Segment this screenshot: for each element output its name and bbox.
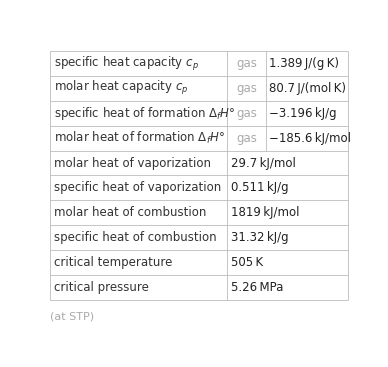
Text: gas: gas xyxy=(236,132,257,145)
Text: gas: gas xyxy=(236,82,257,95)
Text: specific heat capacity $c_p$: specific heat capacity $c_p$ xyxy=(54,55,199,73)
Text: 5.26 MPa: 5.26 MPa xyxy=(231,281,283,294)
Text: 1.389 J/(g K): 1.389 J/(g K) xyxy=(269,57,340,70)
Text: −185.6 kJ/mol: −185.6 kJ/mol xyxy=(269,132,352,145)
Text: −3.196 kJ/g: −3.196 kJ/g xyxy=(269,107,337,120)
Text: 0.511 kJ/g: 0.511 kJ/g xyxy=(231,181,288,195)
Text: critical pressure: critical pressure xyxy=(54,281,149,294)
Text: specific heat of formation $\Delta_f H°$: specific heat of formation $\Delta_f H°$ xyxy=(54,105,235,122)
Text: gas: gas xyxy=(236,107,257,120)
Text: molar heat capacity $c_p$: molar heat capacity $c_p$ xyxy=(54,79,188,97)
Text: 80.7 J/(mol K): 80.7 J/(mol K) xyxy=(269,82,346,95)
Text: gas: gas xyxy=(236,57,257,70)
Text: 1819 kJ/mol: 1819 kJ/mol xyxy=(231,206,299,219)
Text: (at STP): (at STP) xyxy=(50,311,94,321)
Text: 29.7 kJ/mol: 29.7 kJ/mol xyxy=(231,156,296,170)
Text: 505 K: 505 K xyxy=(231,256,263,269)
Text: critical temperature: critical temperature xyxy=(54,256,172,269)
Text: molar heat of formation $\Delta_f H°$: molar heat of formation $\Delta_f H°$ xyxy=(54,130,225,146)
Text: molar heat of combustion: molar heat of combustion xyxy=(54,206,206,219)
Text: 31.32 kJ/g: 31.32 kJ/g xyxy=(231,231,288,244)
Text: specific heat of combustion: specific heat of combustion xyxy=(54,231,216,244)
Text: specific heat of vaporization: specific heat of vaporization xyxy=(54,181,221,195)
Text: molar heat of vaporization: molar heat of vaporization xyxy=(54,156,211,170)
